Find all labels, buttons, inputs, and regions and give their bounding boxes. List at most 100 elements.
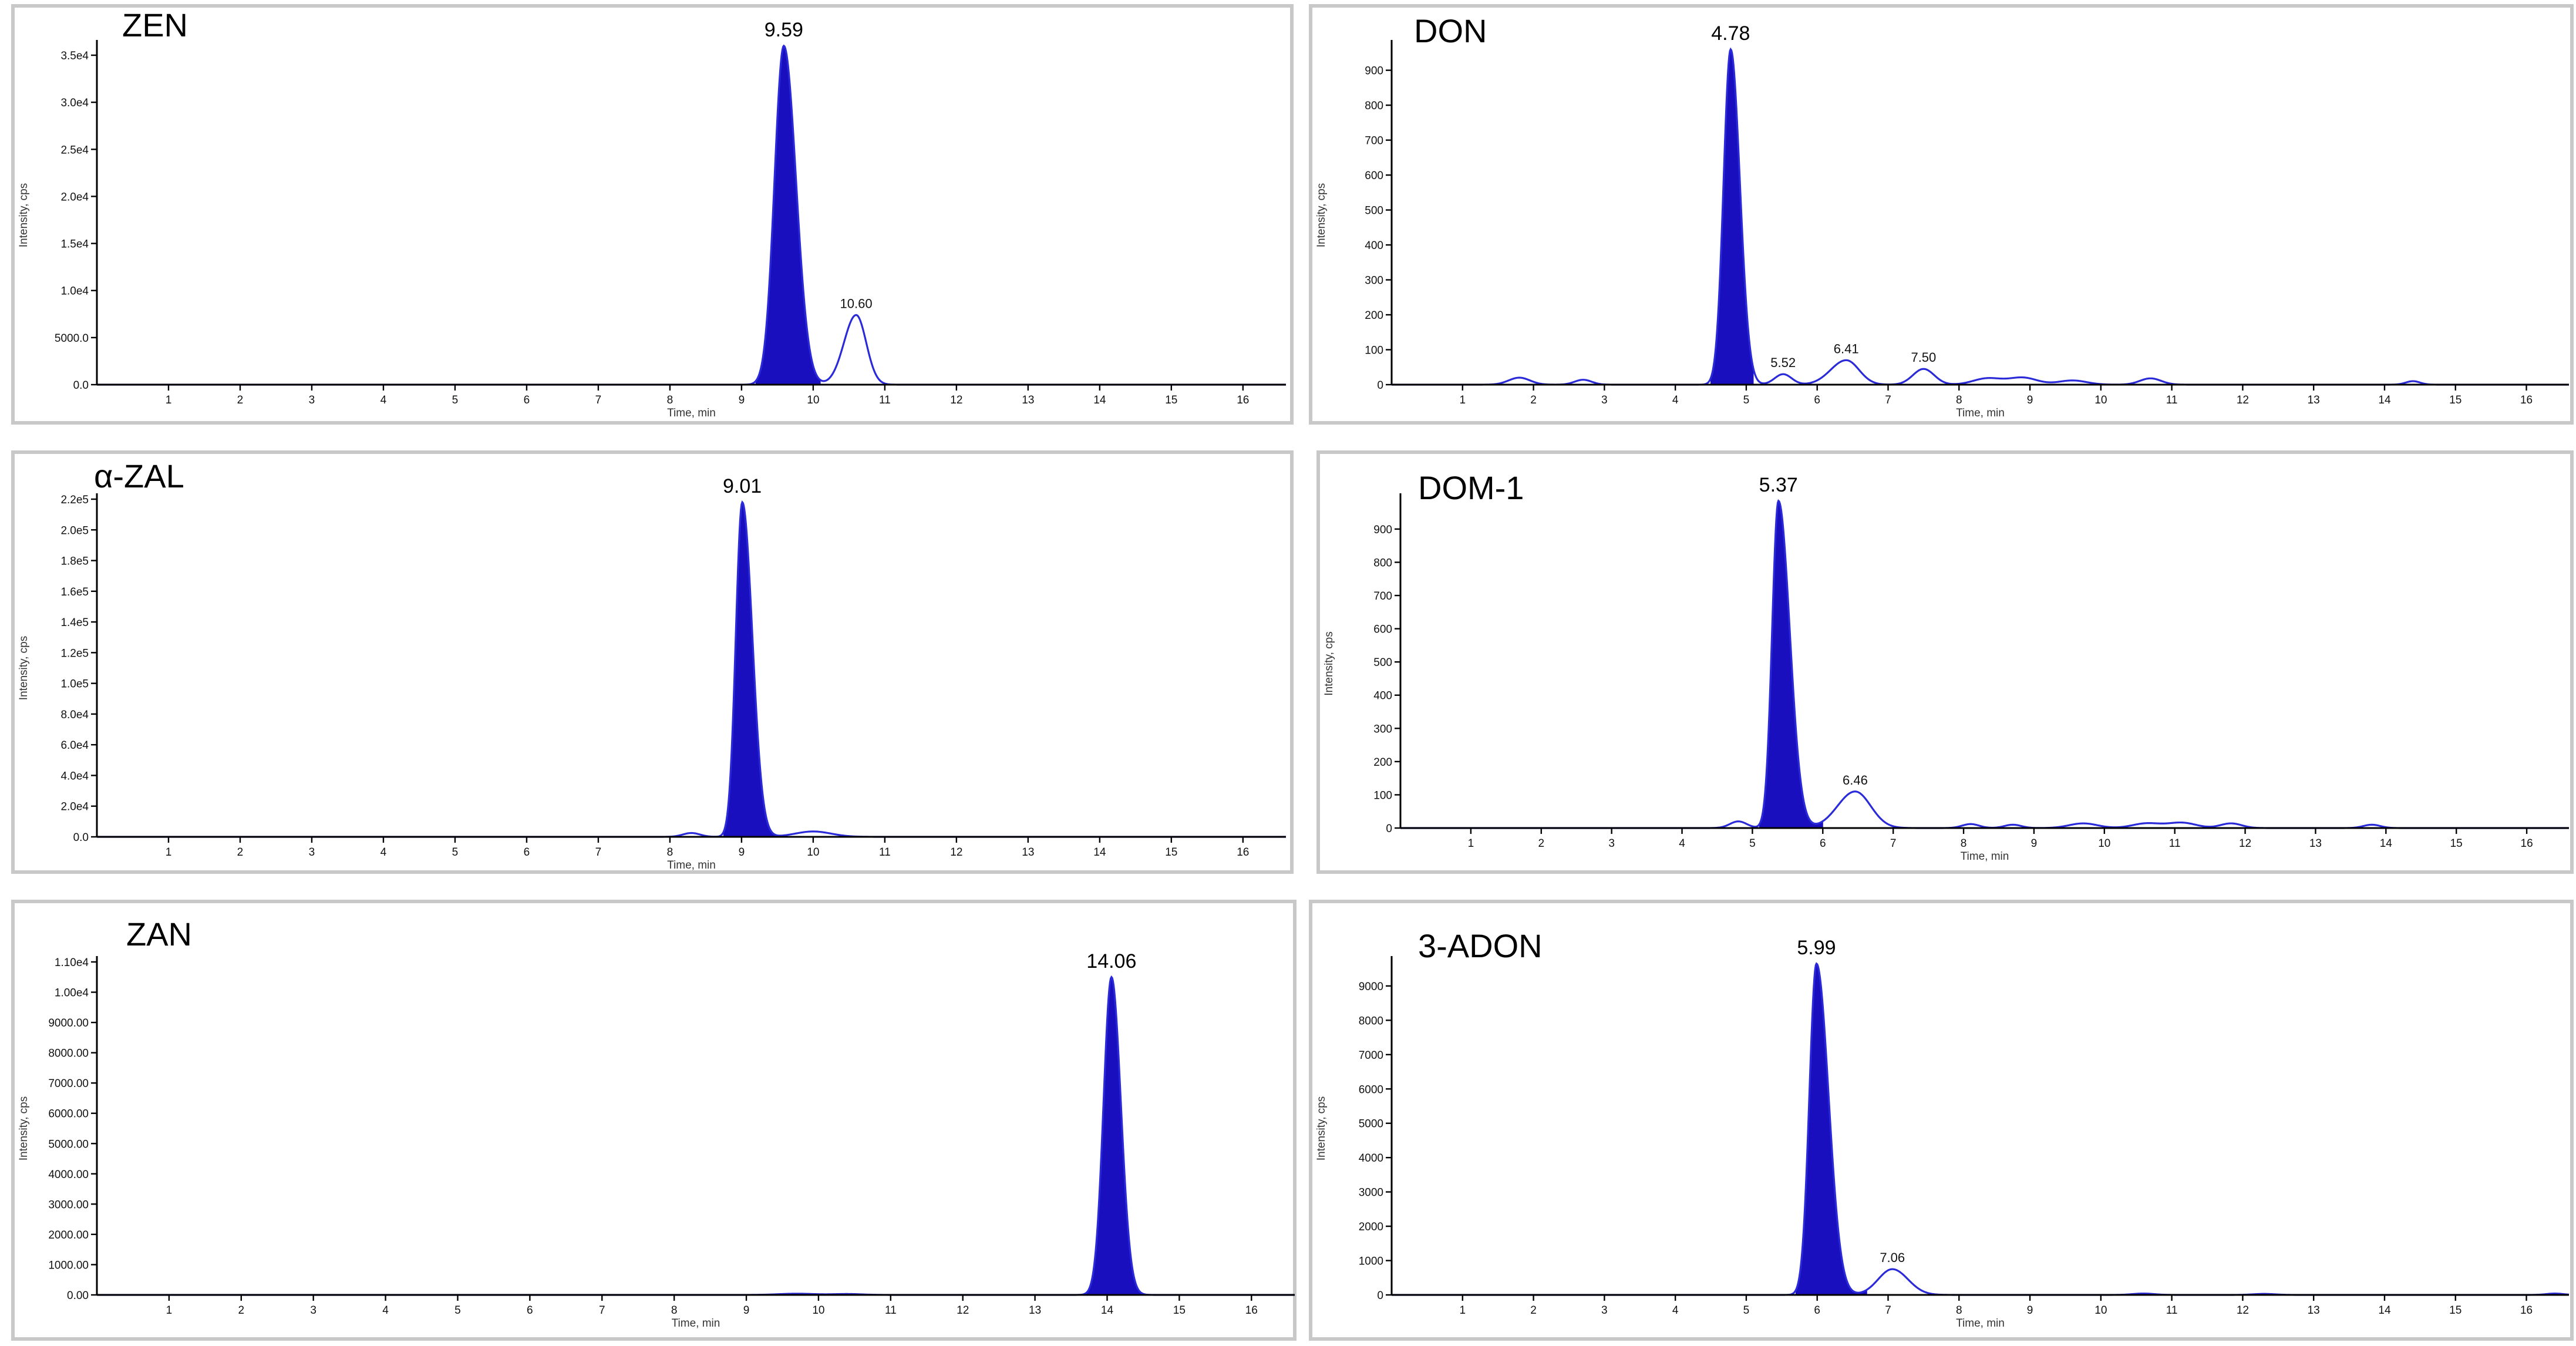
y-tick-label: 5000.00 <box>48 1138 89 1150</box>
y-tick-label: 0 <box>1377 1290 1383 1302</box>
y-tick-label: 1.2e5 <box>60 647 89 659</box>
y-axis-title: Intensity, cps <box>1323 631 1335 695</box>
x-tick-label: 3 <box>310 1304 316 1317</box>
x-tick-label: 15 <box>1165 394 1177 406</box>
x-tick-label: 11 <box>879 846 891 859</box>
peak-label: 6.46 <box>1843 773 1868 788</box>
x-tick-label: 16 <box>1237 846 1249 859</box>
x-tick-label: 8 <box>1961 837 1967 850</box>
x-axis-title: Time, min <box>667 407 716 419</box>
x-tick-label: 13 <box>2308 394 2320 406</box>
chromatogram-trace <box>97 500 1286 838</box>
y-tick-label: 5000 <box>1359 1118 1383 1130</box>
y-tick-label: 1.8e5 <box>60 556 89 568</box>
x-tick-label: 8 <box>1956 1304 1962 1317</box>
chart-panel-zen: 1 2 3 4 5 6 7 8 9 10 11 12 13 14 15 160.05000.01.0e41.5… <box>11 4 1294 425</box>
chromatogram-trace <box>1392 962 2570 1296</box>
y-tick-label: 300 <box>1373 723 1392 735</box>
x-axis-title: Time, min <box>1956 407 2005 419</box>
panel-frame <box>1309 4 2574 425</box>
y-tick-label: 900 <box>1373 524 1392 536</box>
y-tick-label: 400 <box>1365 240 1383 252</box>
panel-frame <box>11 4 1294 425</box>
x-tick-label: 13 <box>1022 394 1034 406</box>
x-tick-label: 2 <box>237 394 244 406</box>
y-tick-label: 2000 <box>1359 1221 1383 1233</box>
x-tick-label: 2 <box>238 1304 244 1317</box>
y-tick-label: 1.0e4 <box>60 285 89 298</box>
chart-title: 3-ADON <box>1418 927 1543 964</box>
y-tick-label: 8000.00 <box>48 1048 89 1060</box>
y-tick-label: 3000.00 <box>48 1199 89 1211</box>
chart-title: DON <box>1414 12 1487 49</box>
y-tick-label: 1.0e5 <box>60 678 89 691</box>
y-tick-label: 6000 <box>1359 1083 1383 1096</box>
y-axis-title: Intensity, cps <box>1315 183 1328 247</box>
x-tick-label: 2 <box>1538 837 1544 850</box>
x-tick-label: 10 <box>812 1304 824 1317</box>
chart-panel-3-adon: 1 2 3 4 5 6 7 8 9 10 11 12 13 14 15 1601000200030004000… <box>1309 900 2574 1341</box>
x-tick-label: 11 <box>885 1304 897 1317</box>
x-tick-label: 10 <box>2095 394 2107 406</box>
y-tick-label: 1.6e5 <box>60 586 89 598</box>
peak-area-14.06 <box>1085 977 1144 1295</box>
x-tick-label: 2 <box>1530 1304 1537 1317</box>
x-tick-label: 6 <box>527 1304 533 1317</box>
x-tick-label: 5 <box>1743 394 1750 406</box>
y-tick-label: 700 <box>1365 135 1383 147</box>
x-tick-label: 12 <box>2239 837 2251 850</box>
y-tick-label: 100 <box>1373 789 1392 802</box>
x-tick-label: 5 <box>1743 1304 1750 1317</box>
x-tick-label: 1 <box>166 846 172 859</box>
x-tick-label: 14 <box>1093 394 1106 406</box>
y-tick-label: 2.2e5 <box>60 494 89 506</box>
peak-label: 10.60 <box>840 296 873 311</box>
x-tick-label: 9 <box>2031 837 2038 850</box>
peak-area-9.01 <box>723 502 778 837</box>
y-tick-label: 200 <box>1365 309 1383 322</box>
x-tick-label: 8 <box>667 846 674 859</box>
x-tick-label: 10 <box>807 846 819 859</box>
x-tick-label: 3 <box>309 846 315 859</box>
peak-label: 14.06 <box>1086 950 1136 973</box>
peak-label: 5.37 <box>1759 474 1798 496</box>
y-tick-label: 4000.00 <box>48 1169 89 1181</box>
y-tick-label: 1.00e4 <box>55 987 89 1000</box>
x-tick-label: 2 <box>1530 394 1537 406</box>
x-tick-label: 15 <box>1173 1304 1186 1317</box>
x-tick-label: 14 <box>2378 394 2391 406</box>
y-tick-label: 1000 <box>1359 1256 1383 1268</box>
y-tick-label: 200 <box>1373 756 1392 769</box>
y-tick-label: 7000 <box>1359 1049 1383 1062</box>
chromatogram-trace <box>1400 499 2569 829</box>
y-tick-label: 800 <box>1373 557 1392 569</box>
y-tick-label: 100 <box>1365 345 1383 357</box>
y-tick-label: 0 <box>1377 379 1383 392</box>
x-tick-label: 16 <box>1237 394 1249 406</box>
y-tick-label: 1.5e4 <box>60 238 89 251</box>
peak-label: 5.52 <box>1770 355 1796 370</box>
y-tick-label: 700 <box>1373 590 1392 603</box>
x-tick-label: 5 <box>452 846 459 859</box>
x-tick-label: 4 <box>380 394 387 406</box>
x-tick-label: 11 <box>2166 394 2178 406</box>
x-tick-label: 9 <box>739 846 745 859</box>
x-tick-label: 7 <box>595 846 602 859</box>
x-tick-label: 15 <box>2450 837 2463 850</box>
y-tick-label: 3.0e4 <box>60 97 89 109</box>
x-tick-label: 16 <box>2521 837 2533 850</box>
x-tick-label: 12 <box>950 846 962 859</box>
y-tick-label: 4.0e4 <box>60 770 89 782</box>
x-tick-label: 1 <box>1459 394 1466 406</box>
x-tick-label: 13 <box>2309 837 2322 850</box>
x-tick-label: 5 <box>1749 837 1756 850</box>
y-axis-title: Intensity, cps <box>18 1096 30 1160</box>
panel-frame <box>11 900 1297 1341</box>
x-tick-label: 13 <box>1022 846 1034 859</box>
x-tick-label: 4 <box>1679 837 1685 850</box>
x-tick-label: 11 <box>2166 1304 2178 1317</box>
y-tick-label: 500 <box>1373 657 1392 669</box>
x-tick-label: 8 <box>1956 394 1962 406</box>
chromatogram-trace <box>1392 47 2569 386</box>
x-tick-label: 4 <box>380 846 387 859</box>
